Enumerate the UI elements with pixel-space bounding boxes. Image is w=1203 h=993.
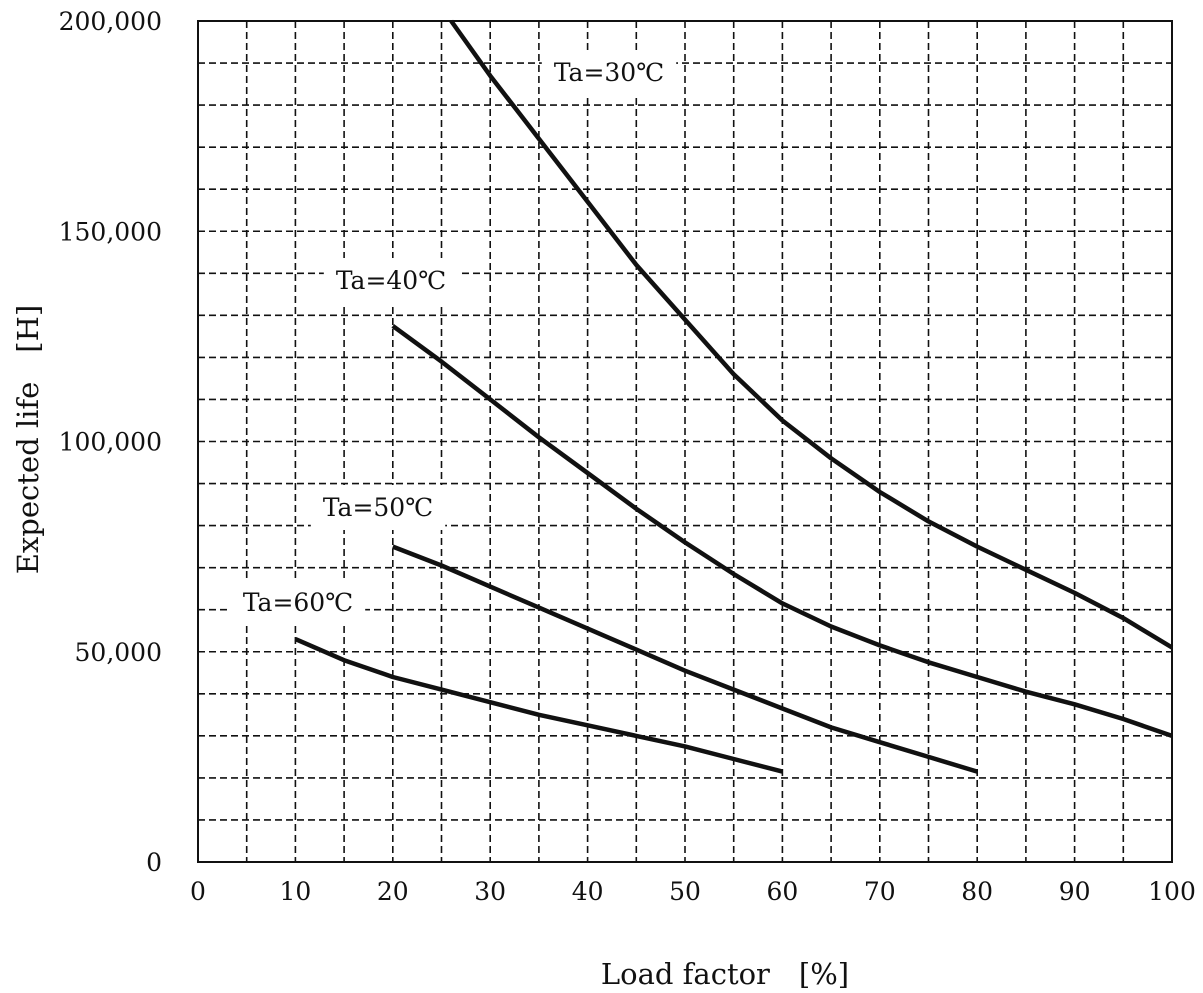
x-tick-label: 10 — [279, 877, 311, 906]
series-label-text: Ta=60℃ — [243, 588, 353, 617]
series-line-2 — [391, 324, 1173, 739]
x-tick-label: 0 — [190, 877, 206, 906]
series-label-3: Ta=50℃ — [310, 485, 446, 530]
y-axis-title: Expected life [H] — [11, 305, 45, 574]
x-tick-label: 50 — [669, 877, 701, 906]
x-tick-label: 40 — [572, 877, 604, 906]
x-tick-label: 70 — [864, 877, 896, 906]
series-label-background — [230, 580, 366, 625]
x-tick-label: 100 — [1148, 877, 1196, 906]
y-tick-label: 150,000 — [59, 217, 162, 246]
y-tick-label: 50,000 — [75, 638, 162, 667]
x-axis-title: Load factor [%] — [601, 957, 849, 991]
series-line-4 — [294, 637, 783, 774]
series-label-background — [323, 258, 459, 303]
grid — [198, 21, 1172, 862]
series-label-4: Ta=60℃ — [230, 580, 366, 625]
y-tick-label: 200,000 — [59, 7, 162, 36]
series-label-text: Ta=40℃ — [336, 266, 446, 295]
series-lines — [294, 19, 1174, 774]
series-labels: Ta=30℃ Ta=40℃ Ta=50℃ Ta=60℃ — [230, 50, 677, 625]
series-label-background — [541, 50, 677, 95]
series-line-1 — [449, 19, 1174, 650]
x-tick-label: 80 — [961, 877, 993, 906]
x-tick-label: 60 — [766, 877, 798, 906]
series-label-text: Ta=50℃ — [323, 493, 433, 522]
tick-labels: 0 10 20 30 40 50 60 70 80 90 100 0 50,000 100,000 150,… — [59, 7, 1196, 906]
series-label-1: Ta=30℃ — [541, 50, 677, 95]
plot-frame — [197, 20, 1173, 863]
series-label-background — [310, 485, 446, 530]
series-label-text: Ta=30℃ — [554, 58, 664, 87]
y-tick-label: 100,000 — [59, 428, 162, 457]
x-tick-label: 20 — [377, 877, 409, 906]
series-label-2: Ta=40℃ — [323, 258, 459, 303]
series-line-3 — [391, 544, 978, 774]
x-tick-label: 30 — [474, 877, 506, 906]
x-tick-label: 90 — [1059, 877, 1091, 906]
y-tick-label: 0 — [146, 848, 162, 877]
